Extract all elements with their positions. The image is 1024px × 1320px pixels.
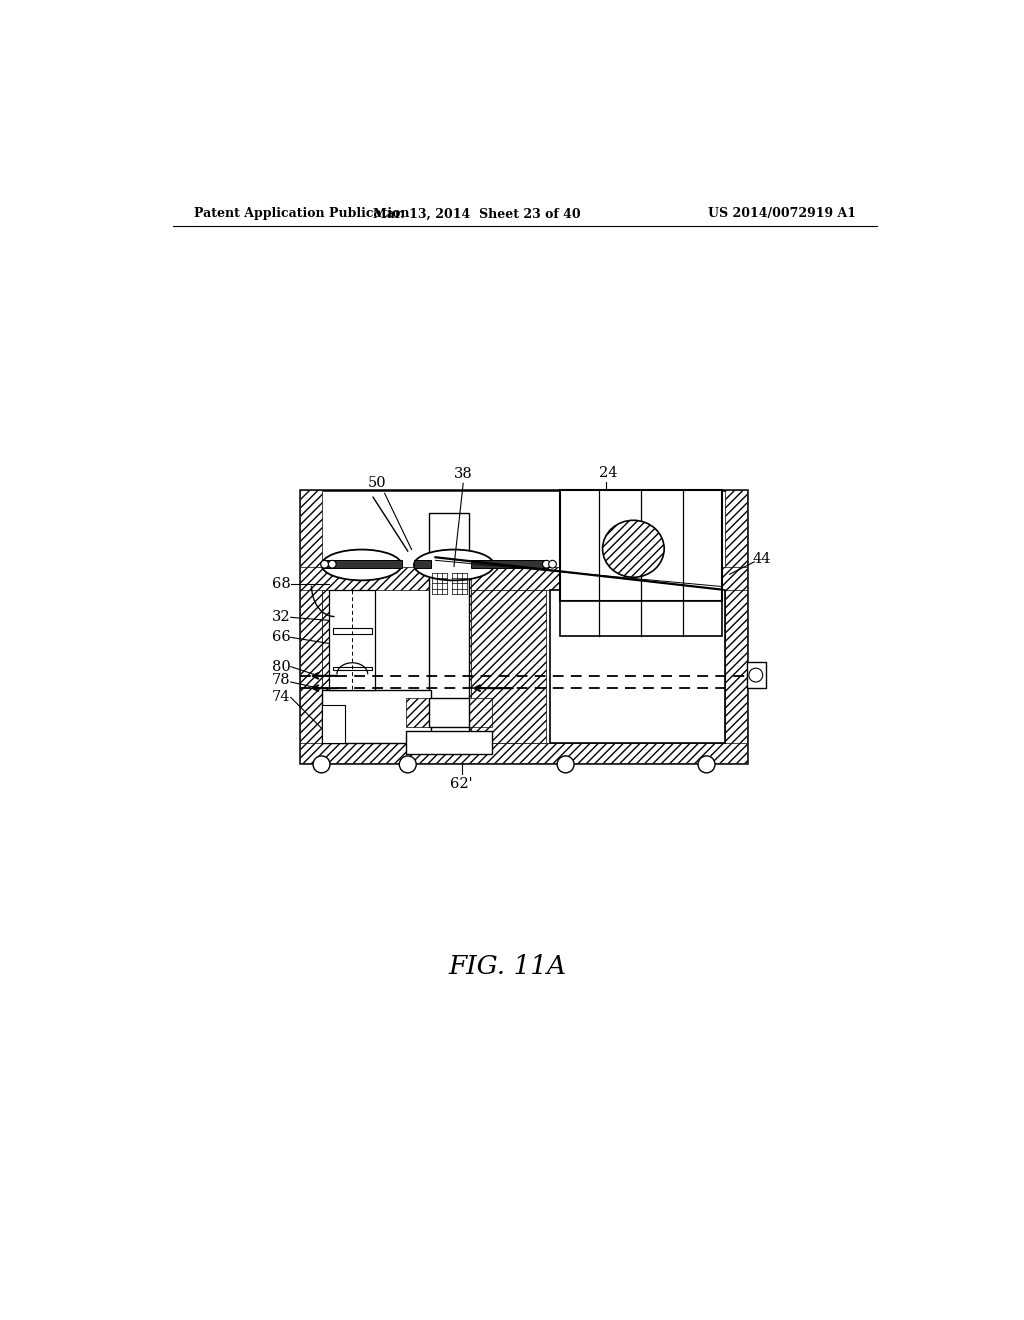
Bar	[322, 705, 345, 743]
Bar	[300, 566, 746, 590]
Bar	[333, 628, 372, 635]
Text: 38: 38	[454, 467, 472, 480]
Circle shape	[698, 756, 715, 774]
Bar	[407, 731, 493, 755]
Bar	[330, 590, 376, 689]
Text: 80: 80	[272, 660, 291, 673]
Text: 66: 66	[272, 631, 291, 644]
Bar	[746, 663, 766, 688]
Text: 44: 44	[753, 552, 771, 566]
Bar	[300, 490, 746, 763]
Bar	[333, 667, 372, 669]
Text: 78: 78	[272, 673, 291, 688]
Bar	[407, 698, 429, 727]
Text: FIG. 11A: FIG. 11A	[449, 954, 567, 979]
Bar	[300, 743, 746, 763]
Text: Patent Application Publication: Patent Application Publication	[194, 207, 410, 220]
Bar	[322, 560, 401, 568]
Ellipse shape	[322, 549, 401, 581]
Circle shape	[557, 756, 574, 774]
Ellipse shape	[602, 520, 665, 577]
Circle shape	[543, 560, 550, 568]
Text: 50: 50	[368, 477, 386, 490]
Bar	[431, 566, 471, 743]
Text: US 2014/0072919 A1: US 2014/0072919 A1	[708, 207, 856, 220]
Text: 24: 24	[599, 466, 617, 479]
Text: Mar. 13, 2014  Sheet 23 of 40: Mar. 13, 2014 Sheet 23 of 40	[373, 207, 581, 220]
Bar	[469, 698, 493, 727]
Text: 32: 32	[272, 610, 291, 624]
Circle shape	[329, 560, 336, 568]
Bar	[414, 560, 431, 568]
Bar	[560, 490, 722, 601]
Circle shape	[399, 756, 416, 774]
Bar	[322, 590, 360, 743]
Circle shape	[749, 668, 763, 682]
Circle shape	[313, 756, 330, 774]
Circle shape	[321, 560, 329, 568]
Bar	[429, 512, 469, 743]
Text: 68: 68	[272, 577, 291, 591]
Bar	[471, 590, 547, 743]
Bar	[550, 590, 725, 743]
Bar	[429, 698, 469, 727]
Text: 74: 74	[272, 690, 291, 705]
Text: 62': 62'	[451, 776, 473, 791]
Bar	[300, 490, 322, 763]
Ellipse shape	[414, 549, 494, 581]
Bar	[560, 601, 722, 636]
Bar	[471, 560, 547, 568]
Circle shape	[549, 560, 556, 568]
Bar	[322, 689, 431, 743]
Bar	[725, 490, 746, 763]
